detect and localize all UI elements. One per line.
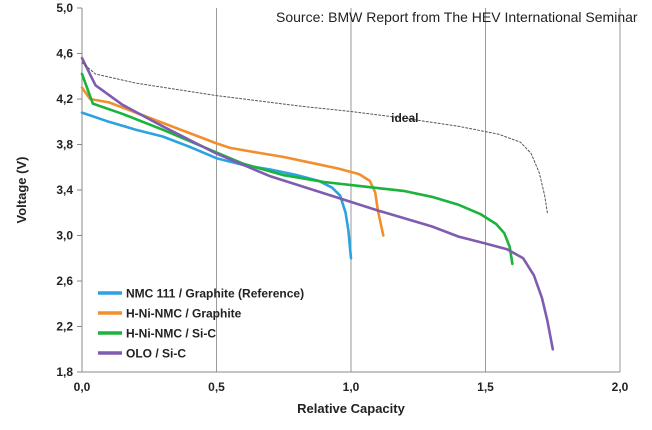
y-tick-label: 3,8: [56, 138, 73, 152]
x-tick-label: 0,0: [74, 380, 91, 394]
legend-label: OLO / Si-C: [126, 347, 186, 361]
y-tick-label: 2,6: [56, 274, 73, 288]
x-tick-label: 2,0: [612, 380, 629, 394]
legend-label: H-Ni-NMC / Si-C: [126, 327, 216, 341]
series-line-h-ni-nmc-si-c: [80, 72, 514, 266]
legend-label: NMC 111 / Graphite (Reference): [126, 287, 304, 301]
annotation-label: ideal: [391, 111, 418, 125]
series-line-olo-si-c: [80, 56, 555, 351]
source-note: Source: BMW Report from The HEV Internat…: [276, 9, 638, 25]
x-axis-title: Relative Capacity: [297, 401, 405, 416]
y-tick-label: 4,2: [56, 92, 73, 106]
series-line-ideal: [81, 62, 548, 214]
x-tick-label: 1,0: [343, 380, 360, 394]
y-tick-label: 2,2: [56, 320, 73, 334]
y-tick-label: 3,4: [56, 183, 73, 197]
y-tick-label: 1,8: [56, 365, 73, 379]
series-line-nmc-111-graphite-reference: [80, 111, 353, 260]
legend-label: H-Ni-NMC / Graphite: [126, 307, 242, 321]
y-axis-title: Voltage (V): [14, 157, 29, 224]
x-tick-label: 0,5: [208, 380, 225, 394]
y-tick-label: 4,6: [56, 47, 73, 61]
x-tick-label: 1,5: [477, 380, 494, 394]
y-tick-label: 5,0: [56, 1, 73, 15]
y-tick-label: 3,0: [56, 229, 73, 243]
series-line-h-ni-nmc-graphite: [80, 86, 385, 237]
